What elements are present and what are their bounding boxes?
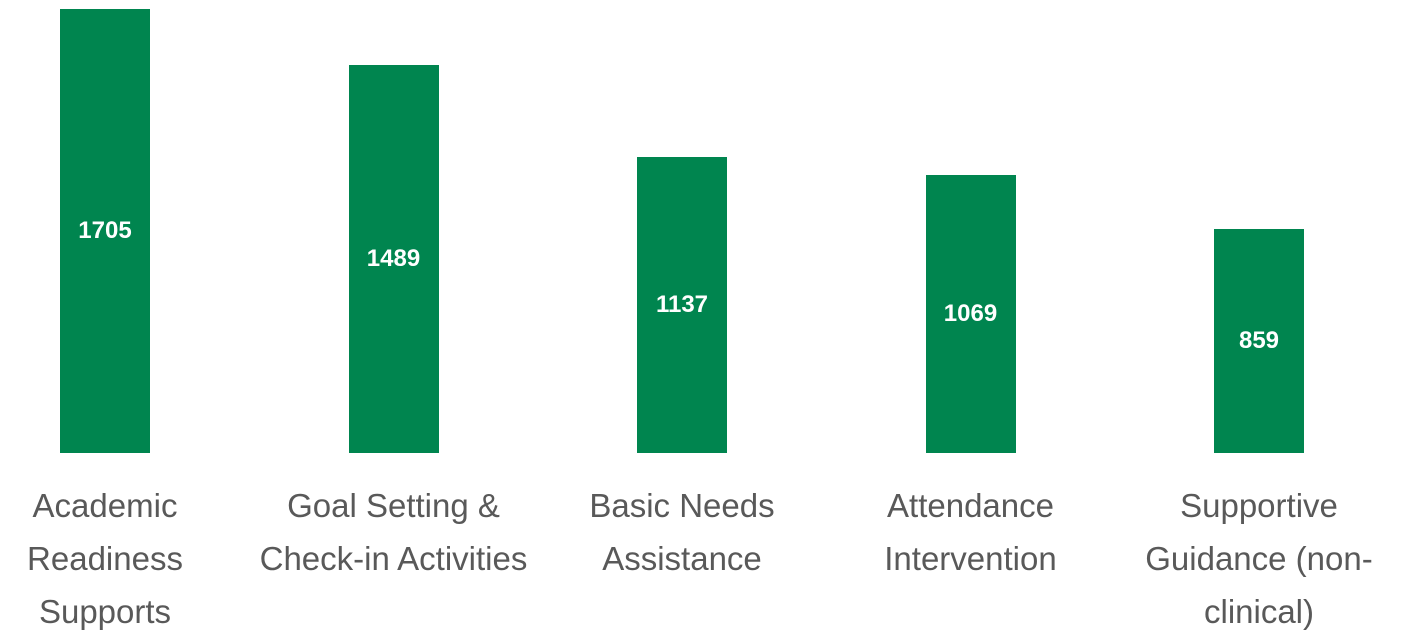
value-label: 1137 [655,290,709,318]
value-label: 1489 [366,245,421,273]
bar [1214,229,1304,453]
category-label: Basic Needs Assistance [589,487,775,577]
value-label: 1069 [943,299,998,327]
category-label: Goal Setting & Check-in Activities [259,487,528,577]
bar [348,65,439,453]
bar [60,9,150,453]
bar [925,174,1016,453]
bar [637,156,727,453]
category-label: Attendance Intervention [884,487,1057,577]
value-label: 859 [1238,327,1280,355]
category-label: Supportive Guidance (non-clinical) [1145,487,1373,630]
value-label: 1705 [78,217,132,244]
category-label: Academic Readiness Supports [27,487,183,630]
